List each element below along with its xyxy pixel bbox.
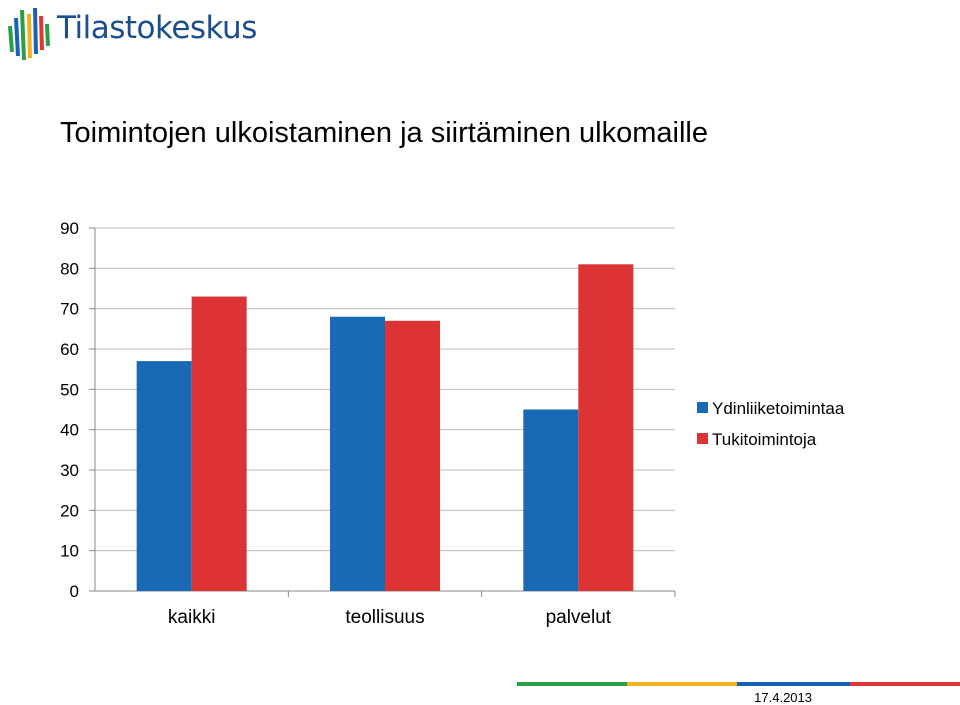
y-tick-label: 20 [60,501,79,520]
bar-ydinliiketoimintaa-teollisuus [330,316,385,591]
slide-date: 17.4.2013 [754,690,812,705]
legend-swatch [697,433,708,444]
slide-title: Toimintojen ulkoistaminen ja siirtäminen… [60,117,708,149]
footer-stripe-blue [737,682,850,686]
category-label: kaikki [168,607,216,628]
category-label: palvelut [546,607,612,628]
y-tick-label: 10 [60,542,79,561]
bar-tukitoimintoja-teollisuus [385,320,440,591]
tilastokeskus-logo [8,7,50,61]
y-tick-label: 0 [70,582,79,601]
y-tick-label: 70 [60,300,79,319]
y-tick-label: 90 [60,219,79,238]
category-label: teollisuus [345,607,424,628]
y-tick-label: 30 [60,461,79,480]
bar-tukitoimintoja-kaikki [191,296,247,591]
legend-swatch [697,402,708,413]
y-tick-label: 40 [60,421,79,440]
footer-stripe-green [517,682,627,686]
y-tick-label: 50 [60,380,79,399]
bar-ydinliiketoimintaa-palvelut [523,409,579,591]
logo-wordmark: Tilastokeskus [57,10,257,46]
logo-mark-icon [8,7,50,61]
footer-stripe-red [850,682,960,686]
legend-label: Ydinliiketoimintaa [712,399,845,418]
bar-tukitoimintoja-palvelut [578,264,634,591]
footer-stripe-yellow [627,682,737,686]
legend-label: Tukitoimintoja [712,430,817,449]
y-tick-label: 60 [60,340,79,359]
bar-ydinliiketoimintaa-kaikki [136,361,192,591]
y-tick-label: 80 [60,259,79,278]
